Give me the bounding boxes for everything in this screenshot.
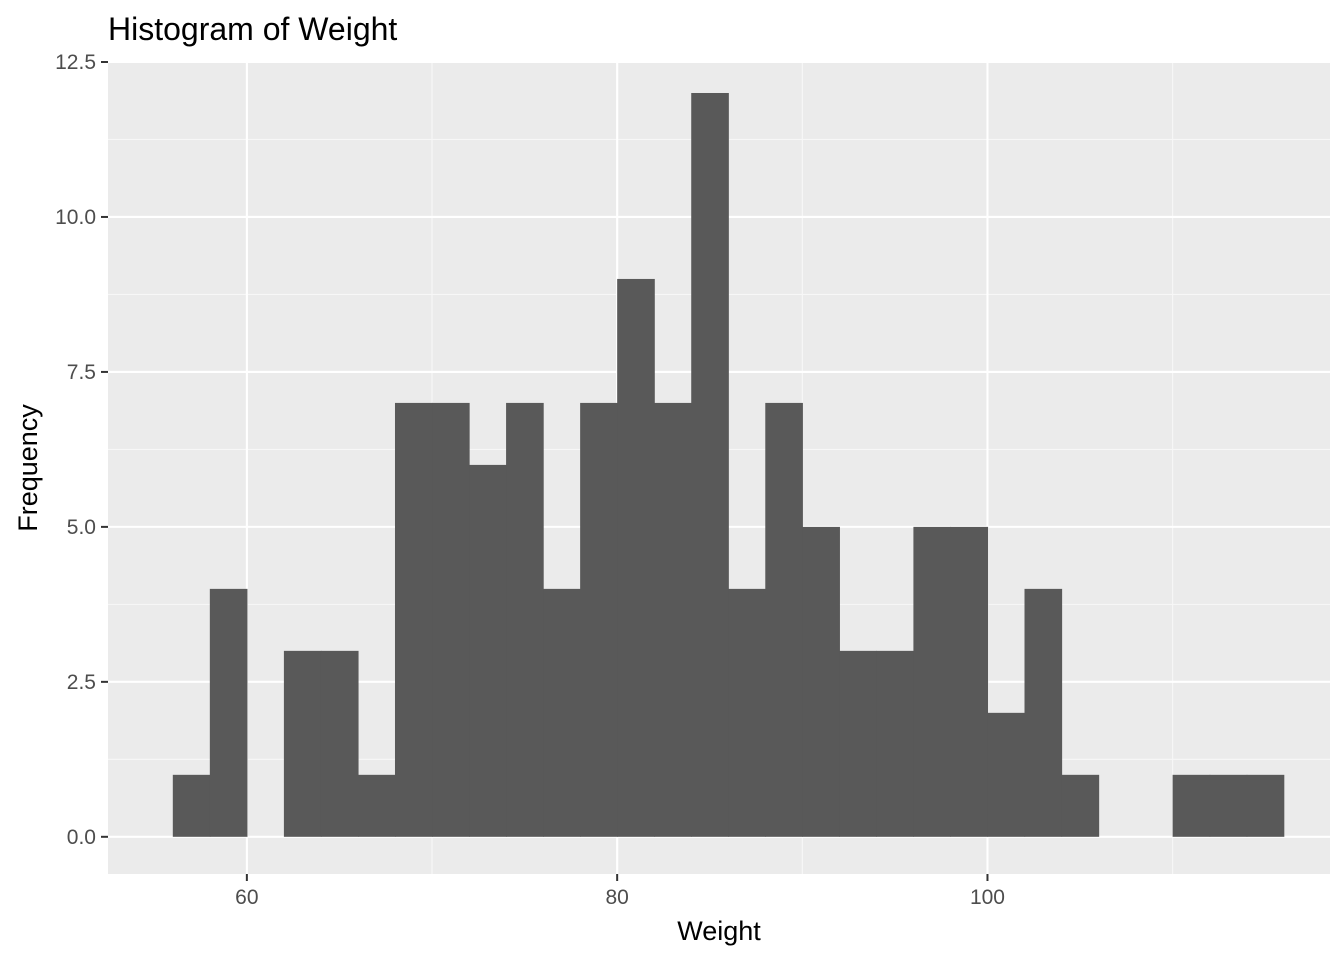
histogram-bar [839,650,877,837]
histogram-bar [950,526,989,837]
histogram-bar [320,650,359,837]
histogram-bar [543,588,581,837]
histogram-bar [987,712,1026,837]
x-tick-label: 100 [970,886,1005,909]
x-axis-title: Weight [677,916,761,946]
x-tick-label: 80 [605,886,628,909]
histogram-bar [913,526,952,837]
histogram-bar [876,650,915,837]
histogram-bar [1061,774,1100,837]
histogram-bar [580,402,618,837]
y-tick-label: 7.5 [67,361,96,384]
y-tick-label: 12.5 [55,51,96,74]
histogram-bar [283,650,322,837]
chart-title: Histogram of Weight [108,11,397,47]
y-tick-label: 5.0 [67,516,96,539]
y-tick-label: 10.0 [55,206,96,229]
histogram-bar [1209,774,1248,837]
histogram-bar [357,774,396,837]
histogram-bar [728,588,766,837]
histogram-bar [432,402,470,837]
histogram-bar [691,92,729,837]
histogram-bar [506,402,544,837]
histogram-bar [172,774,211,837]
histogram-bar [617,278,655,837]
histogram-bar [765,402,803,837]
histogram-bar [1246,774,1285,837]
y-axis-title: Frequency [13,404,43,532]
histogram-bar [654,402,692,837]
histogram-bars [172,92,1285,837]
histogram-bar [1024,588,1063,837]
x-tick-label: 60 [235,886,258,909]
histogram-bar [394,402,433,837]
histogram-bar [209,588,248,837]
y-tick-label: 0.0 [67,826,96,849]
histogram-bar [802,526,840,837]
histogram-bar [469,464,507,837]
x-axis: 60 80 100 [235,874,1005,909]
histogram-bar [1172,774,1211,837]
y-tick-label: 2.5 [67,671,96,694]
y-axis: 0.0 2.5 5.0 7.5 10.0 12.5 [55,51,108,849]
